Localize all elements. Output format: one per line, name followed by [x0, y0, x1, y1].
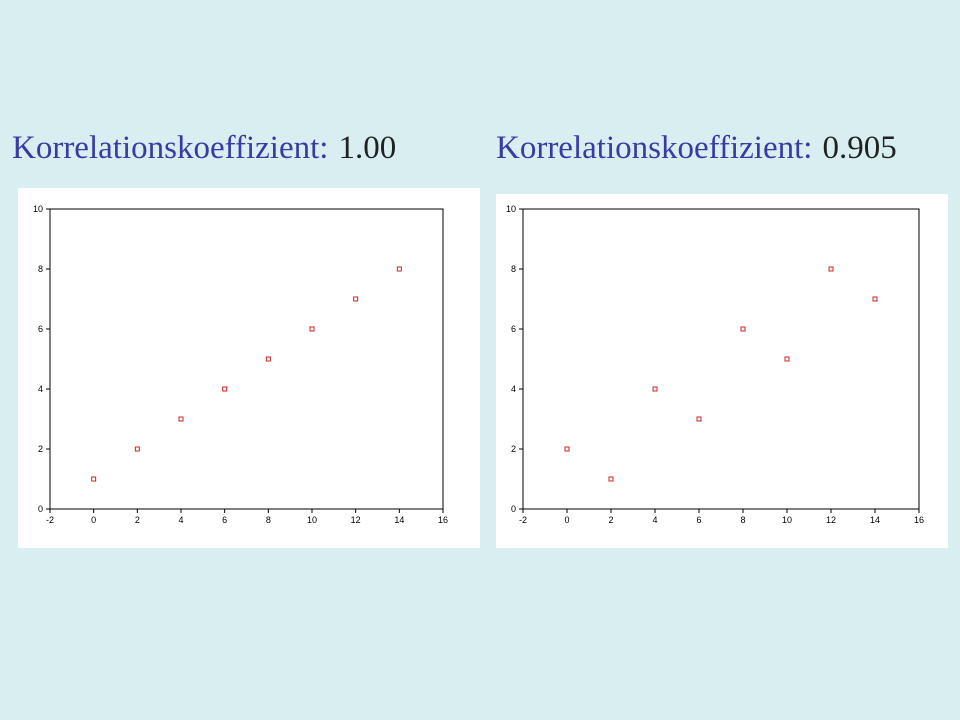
data-point	[652, 386, 658, 392]
correlation-heading-right: Korrelationskoeffizient: 0.905	[496, 126, 897, 170]
scatter-panel-right: -2 0 2 4 6 8 10 12 14 16 0 2 4 6 8 10	[496, 194, 948, 548]
x-tick-label: 4	[652, 515, 657, 525]
data-point	[396, 266, 402, 272]
x-tick-label: -2	[46, 515, 54, 525]
data-point	[134, 446, 140, 452]
data-point	[353, 296, 359, 302]
y-tick-label: 2	[38, 444, 43, 454]
y-tick-label: 6	[38, 324, 43, 334]
x-tick-label: 16	[438, 515, 448, 525]
data-point	[740, 326, 746, 332]
y-tick-label: 4	[511, 384, 516, 394]
data-point	[828, 266, 834, 272]
x-tick-label: 6	[222, 515, 227, 525]
correlation-label: Korrelationskoeffizient:	[12, 130, 329, 166]
x-tick-label: 8	[740, 515, 745, 525]
y-tick-label: 4	[38, 384, 43, 394]
data-point	[222, 386, 228, 392]
correlation-heading-left: Korrelationskoeffizient: 1.00	[12, 126, 396, 170]
x-tick-label: 0	[564, 515, 569, 525]
x-tick-label: 2	[608, 515, 613, 525]
correlation-value: 1.00	[338, 130, 397, 166]
data-point	[309, 326, 315, 332]
plot-frame	[522, 208, 920, 510]
x-tick-label: 10	[307, 515, 317, 525]
y-tick-label: 8	[38, 264, 43, 274]
x-tick-label: 10	[782, 515, 792, 525]
y-tick-label: 10	[506, 204, 516, 214]
plot-frame	[49, 208, 444, 510]
data-point	[178, 416, 184, 422]
scatter-panel-left: -2 0 2 4 6 8 10 12 14 16 0 2 4 6 8 10	[18, 188, 480, 548]
data-point	[696, 416, 702, 422]
y-tick-label: 2	[511, 444, 516, 454]
data-point	[265, 356, 271, 362]
y-tick-label: 6	[511, 324, 516, 334]
y-tick-label: 10	[33, 204, 43, 214]
data-point	[91, 476, 97, 482]
x-tick-label: 6	[696, 515, 701, 525]
x-tick-label: 12	[351, 515, 361, 525]
data-point	[872, 296, 878, 302]
x-tick-label: -2	[519, 515, 527, 525]
x-tick-label: 14	[394, 515, 404, 525]
data-point	[608, 476, 614, 482]
x-tick-label: 14	[870, 515, 880, 525]
correlation-value: 0.905	[822, 130, 897, 166]
data-point	[784, 356, 790, 362]
data-point	[564, 446, 570, 452]
x-tick-label: 12	[826, 515, 836, 525]
y-tick-label: 0	[511, 504, 516, 514]
x-tick-label: 8	[266, 515, 271, 525]
correlation-label: Korrelationskoeffizient:	[496, 130, 813, 166]
x-tick-label: 16	[914, 515, 924, 525]
x-tick-label: 0	[91, 515, 96, 525]
x-tick-label: 4	[178, 515, 183, 525]
x-tick-label: 2	[135, 515, 140, 525]
y-tick-label: 0	[38, 504, 43, 514]
y-tick-label: 8	[511, 264, 516, 274]
